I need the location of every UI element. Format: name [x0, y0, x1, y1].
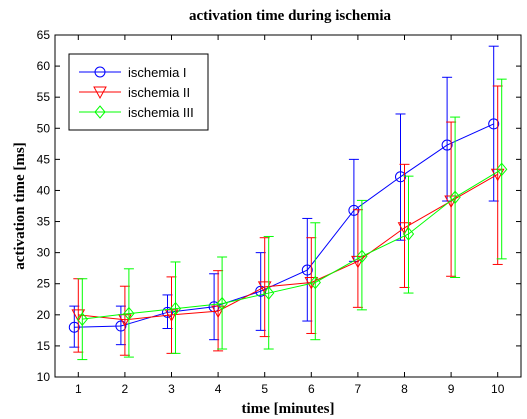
- legend-label: ischemia I: [128, 65, 187, 80]
- y-tick-label: 30: [37, 246, 51, 260]
- diamond-marker: [123, 306, 135, 321]
- series-1: [68, 45, 500, 348]
- x-axis-label: time [minutes]: [242, 401, 335, 417]
- circle-marker: [488, 118, 500, 130]
- x-tick-label: 2: [122, 382, 129, 396]
- x-tick-label: 8: [401, 382, 408, 396]
- circle-marker: [162, 306, 173, 318]
- diamond-marker: [402, 227, 415, 241]
- series-line: [78, 173, 498, 321]
- triangle-down-marker: [93, 86, 107, 100]
- y-tick-label: 60: [37, 59, 51, 73]
- legend: ischemia I ischemia II ischemia III: [68, 53, 209, 131]
- circle-marker: [68, 321, 80, 333]
- legend-label: ischemia II: [128, 85, 190, 100]
- y-axis-label: activation time [ms]: [12, 142, 28, 269]
- circle-marker: [115, 320, 127, 332]
- y-tick-label: 20: [37, 308, 51, 322]
- y-tick-label: 15: [37, 339, 51, 353]
- diamond-marker: [263, 286, 275, 300]
- legend-label: ischemia III: [128, 105, 194, 120]
- y-tick-label: 25: [37, 277, 51, 291]
- x-tick-label: 6: [308, 382, 315, 396]
- triangle-down-marker: [71, 309, 86, 322]
- circle-marker: [94, 66, 106, 78]
- x-tick-label: 4: [215, 382, 222, 396]
- diamond-marker: [94, 105, 106, 119]
- circle-marker: [441, 139, 453, 151]
- y-tick-label: 40: [37, 183, 51, 197]
- diamond-marker: [216, 296, 228, 311]
- series-2: [71, 85, 505, 356]
- x-tick-label: 7: [355, 382, 362, 396]
- circle-marker: [348, 204, 360, 216]
- diamond-marker: [449, 190, 461, 205]
- triangle-down-marker: [257, 281, 272, 294]
- triangle-down-marker: [397, 222, 412, 235]
- series-3: [76, 78, 508, 361]
- diamond-marker: [496, 162, 508, 177]
- x-tick-label: 5: [261, 382, 268, 396]
- x-tick-label: 3: [168, 382, 175, 396]
- triangle-down-marker: [211, 305, 225, 319]
- series-line: [82, 168, 502, 320]
- chart-title: activation time during ischemia: [189, 8, 392, 24]
- y-tick-label: 10: [37, 370, 51, 384]
- circle-marker: [395, 171, 406, 183]
- y-tick-label: 45: [37, 152, 51, 166]
- y-tick-label: 35: [37, 215, 51, 229]
- y-tick-label: 65: [37, 28, 51, 42]
- diamond-marker: [76, 312, 88, 326]
- x-tick-label: 9: [448, 382, 455, 396]
- x-tick-label: 1: [75, 382, 82, 396]
- y-tick-label: 55: [37, 90, 51, 104]
- diamond-marker: [309, 275, 321, 290]
- y-tick-label: 50: [37, 121, 51, 135]
- series-line: [74, 123, 494, 328]
- diamond-marker: [356, 249, 368, 264]
- circle-marker: [301, 264, 313, 276]
- diamond-marker: [169, 301, 182, 316]
- series-layer: [68, 45, 508, 361]
- x-tick-label: 10: [491, 382, 505, 396]
